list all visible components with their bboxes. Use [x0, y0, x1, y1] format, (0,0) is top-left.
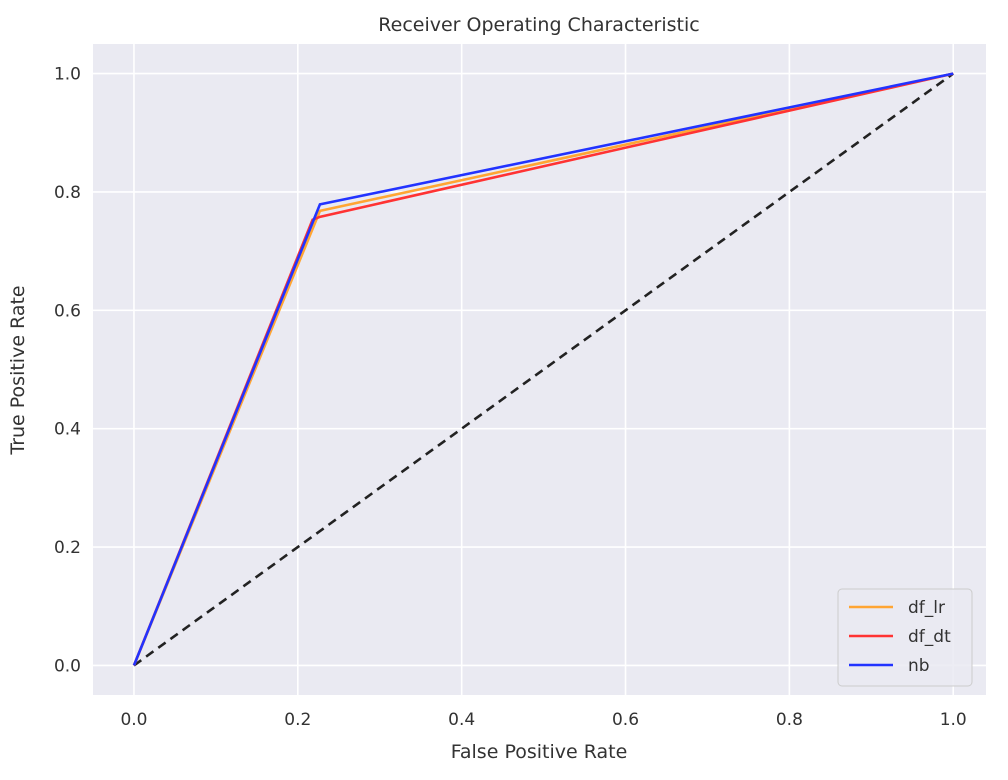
legend-label: df_lr	[908, 598, 945, 618]
legend-label: df_dt	[908, 627, 951, 647]
series-line-nb	[132, 72, 954, 666]
x-tick-label: 0.0	[120, 710, 147, 730]
y-tick-label: 1.0	[54, 65, 81, 85]
legend-box	[837, 588, 973, 687]
x-axis-label: False Positive Rate	[451, 741, 628, 763]
x-tick-label: 0.2	[284, 710, 311, 730]
tick-labels: 0.0 0.2 0.4 0.6 0.8 1.0 0.0 0.2 0.4 0.6 0.8 1.0	[54, 65, 967, 730]
chart-title: Receiver Operating Characteristic	[378, 14, 699, 36]
x-tick-label: 1.0	[940, 710, 967, 730]
y-tick-label: 0.0	[54, 656, 81, 676]
y-axis-label: True Positive Rate	[7, 285, 29, 455]
x-tick-label: 0.8	[776, 710, 803, 730]
series-layer	[132, 72, 954, 666]
reference-diagonal-line	[133, 72, 954, 667]
y-tick-label: 0.2	[54, 538, 81, 558]
y-tick-label: 0.6	[54, 301, 81, 321]
grid-lines	[93, 44, 986, 695]
reference-line-layer	[133, 72, 954, 667]
y-tick-label: 0.4	[54, 420, 81, 440]
legend-label: nb	[908, 656, 930, 676]
x-tick-label: 0.4	[448, 710, 475, 730]
plot-area	[93, 44, 986, 695]
y-tick-label: 0.8	[54, 183, 81, 203]
x-tick-label: 0.6	[612, 710, 639, 730]
